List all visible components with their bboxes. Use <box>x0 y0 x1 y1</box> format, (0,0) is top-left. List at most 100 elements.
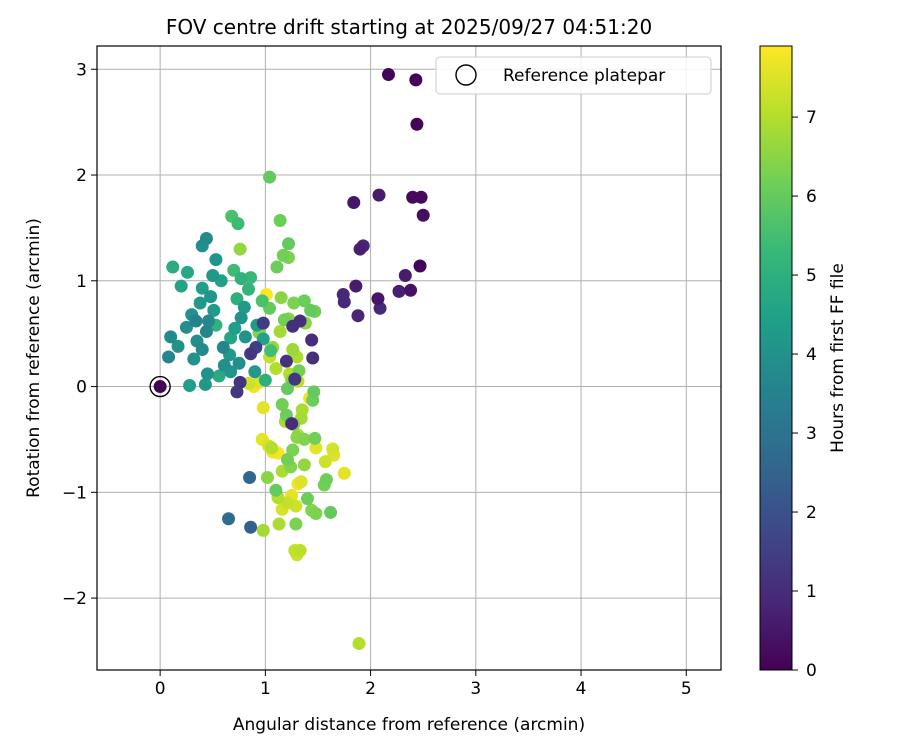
data-point <box>337 295 351 309</box>
data-point <box>300 492 314 506</box>
data-point <box>337 466 351 480</box>
data-point <box>410 117 424 131</box>
data-point <box>309 441 323 455</box>
data-point <box>255 294 269 308</box>
x-tick-label: 4 <box>576 679 587 699</box>
data-point <box>381 68 395 82</box>
data-point <box>279 354 293 368</box>
data-point <box>309 506 323 520</box>
data-point <box>280 382 294 396</box>
data-point <box>297 432 311 446</box>
data-point <box>202 314 216 328</box>
data-point <box>276 248 290 262</box>
colorbar-tick-label: 6 <box>806 187 817 207</box>
data-point <box>164 330 178 344</box>
data-point <box>193 296 207 310</box>
data-point <box>280 453 294 467</box>
data-point <box>272 517 286 531</box>
data-point <box>244 347 258 361</box>
data-point <box>297 294 311 308</box>
data-point <box>305 333 319 347</box>
plot-frame <box>96 45 722 671</box>
data-point <box>285 417 299 431</box>
data-point <box>162 350 176 364</box>
data-point <box>153 380 167 394</box>
data-point <box>307 385 321 399</box>
data-point <box>280 496 294 510</box>
data-point <box>244 520 258 534</box>
data-point <box>352 637 366 651</box>
data-point <box>286 443 300 457</box>
x-tick-label: 1 <box>260 679 271 699</box>
x-axis-label: Angular distance from reference (arcmin) <box>233 715 585 735</box>
data-point <box>180 265 194 279</box>
data-point <box>243 471 257 485</box>
colorbar-ticks: 0 1 2 3 4 5 6 7 <box>792 108 817 681</box>
data-points <box>153 68 430 651</box>
legend-box <box>435 56 712 95</box>
data-point <box>212 369 226 383</box>
y-tick-label: 2 <box>76 166 87 186</box>
data-point <box>242 282 256 296</box>
data-point <box>319 473 333 487</box>
colorbar-tick-label: 2 <box>806 503 817 523</box>
x-tick-label: 5 <box>681 679 692 699</box>
y-axis-label: Rotation from reference (arcmin) <box>24 218 44 498</box>
data-point <box>404 283 418 297</box>
data-point <box>198 377 212 391</box>
data-point <box>414 190 428 204</box>
y-tick-label: 1 <box>76 272 87 292</box>
colorbar-tick-label: 1 <box>806 582 817 602</box>
colorbar-tick-label: 4 <box>806 345 817 365</box>
colorbar-label: Hours from first FF file <box>828 263 848 453</box>
x-tick-label: 2 <box>365 679 376 699</box>
data-point <box>326 442 340 456</box>
y-tick-label: −2 <box>62 589 87 609</box>
data-point <box>306 351 320 365</box>
data-point <box>282 237 296 251</box>
x-tick-label: 0 <box>155 679 166 699</box>
y-tick-label: 0 <box>76 378 87 398</box>
legend-marker <box>455 64 477 86</box>
x-tick-label: 3 <box>470 679 481 699</box>
data-point <box>258 373 272 387</box>
data-point <box>308 431 322 445</box>
data-point <box>289 517 303 531</box>
data-point <box>256 401 270 415</box>
data-point <box>207 303 221 317</box>
data-point <box>416 208 430 222</box>
chart-title: FOV centre drift starting at 2025/09/27 … <box>166 15 652 39</box>
data-point <box>179 320 193 334</box>
data-point <box>304 303 318 317</box>
data-point <box>209 253 223 267</box>
data-point <box>294 475 308 489</box>
grid <box>97 46 721 670</box>
data-point <box>187 352 201 366</box>
data-point <box>217 358 231 372</box>
y-axis-ticks: −2 −1 0 1 2 3 <box>62 60 97 609</box>
data-point <box>237 300 251 314</box>
data-point <box>409 73 423 87</box>
data-point <box>244 271 258 285</box>
data-point <box>233 375 247 389</box>
data-point <box>238 330 252 344</box>
data-point <box>216 340 230 354</box>
data-point <box>256 332 270 346</box>
x-axis-ticks: 0 1 2 3 4 5 <box>155 670 692 699</box>
data-point <box>398 269 412 283</box>
colorbar: 0 1 2 3 4 5 6 7 Hours from first FF file <box>759 45 848 681</box>
colorbar-tick-label: 7 <box>806 108 817 128</box>
data-point <box>260 471 274 485</box>
data-point <box>231 217 245 231</box>
data-point <box>270 260 284 274</box>
data-point <box>227 263 241 277</box>
legend: Reference platepar <box>435 56 712 95</box>
data-point <box>233 242 247 256</box>
data-point <box>256 523 270 537</box>
data-point <box>273 325 287 339</box>
data-point <box>263 170 277 184</box>
data-point <box>297 458 311 472</box>
data-point <box>349 279 363 293</box>
data-point <box>286 343 300 357</box>
